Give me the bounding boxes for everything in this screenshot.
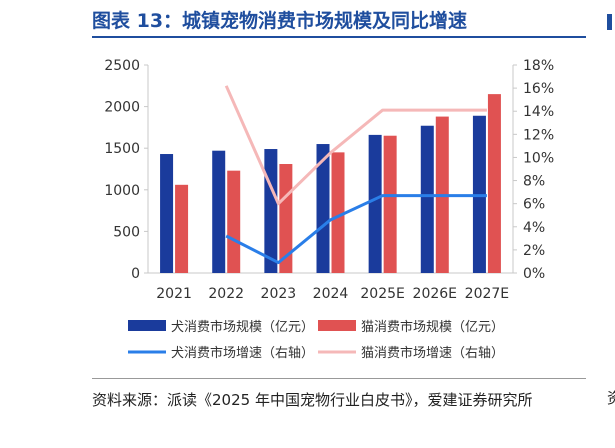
chart-canvas: 0 500 1000 1500 2000 2500 0% 2% 4% 6% 8% 10% 12% 14% 1… [104, 58, 554, 361]
right-tick-label: 6% [523, 197, 545, 213]
right-tick-label: 16% [523, 81, 554, 97]
right-tick-label: 0% [523, 266, 545, 282]
right-tick-label: 14% [523, 104, 554, 120]
source-divider [92, 378, 586, 379]
x-tick-label: 2025E [360, 286, 404, 302]
right-tick-label: 2% [523, 243, 545, 259]
title-underline [92, 36, 586, 38]
cat-growth-line [224, 85, 487, 206]
source-note: 资料来源：派读《2025 年中国宠物行业白皮书》，爱建证券研究所 [92, 391, 533, 409]
dog-growth-line [225, 194, 487, 265]
right-tick-label: 4% [523, 220, 545, 236]
cat-market-bar [227, 170, 241, 273]
chart-title: 图表 13：城镇宠物消费市场规模及同比增速 [92, 10, 468, 32]
x-tick-label: 2022 [208, 286, 244, 302]
left-tick-label: 1000 [104, 183, 140, 199]
left-tick-label: 2000 [104, 100, 140, 116]
x-tick-label: 2024 [313, 286, 349, 302]
right-tick-label: 10% [523, 150, 554, 166]
legend-cat-market-label: 猫消费市场规模（亿元） [361, 319, 504, 335]
x-tick-label: 2026E [413, 286, 457, 302]
cat-market-bar [331, 152, 345, 273]
left-tick-label: 0 [131, 266, 140, 282]
right-tick-label: 12% [523, 127, 554, 143]
left-tick-label: 1500 [104, 141, 140, 157]
dog-market-bar [212, 150, 226, 273]
legend-dog-market-swatch [128, 320, 166, 331]
right-tick-label: 18% [523, 58, 554, 74]
adjacent-panel-edge-text: 资 [607, 389, 615, 407]
dog-market-bar [316, 144, 330, 273]
cat-market-bar [487, 94, 501, 274]
x-tick-label: 2023 [261, 286, 297, 302]
dog-market-bar [420, 125, 434, 274]
cat-market-bar [383, 135, 397, 273]
legend-cat-market-swatch [318, 320, 356, 331]
right-tick-label: 8% [523, 174, 545, 190]
dog-market-bar [160, 154, 174, 273]
dog-market-bar [264, 149, 278, 273]
x-tick-label: 2021 [156, 286, 192, 302]
legend-dog-growth-label: 犬消费市场增速（右轴） [171, 345, 314, 361]
left-tick-label: 500 [113, 224, 140, 240]
x-tick-label: 2027E [465, 286, 509, 302]
legend-cat-growth-label: 猫消费市场增速（右轴） [361, 345, 504, 361]
adjacent-panel-edge-marker [607, 14, 612, 30]
dog-market-bar [368, 134, 382, 273]
legend-dog-market-label: 犬消费市场规模（亿元） [171, 319, 314, 335]
cat-market-bar [175, 184, 189, 273]
left-tick-label: 2500 [104, 58, 140, 74]
